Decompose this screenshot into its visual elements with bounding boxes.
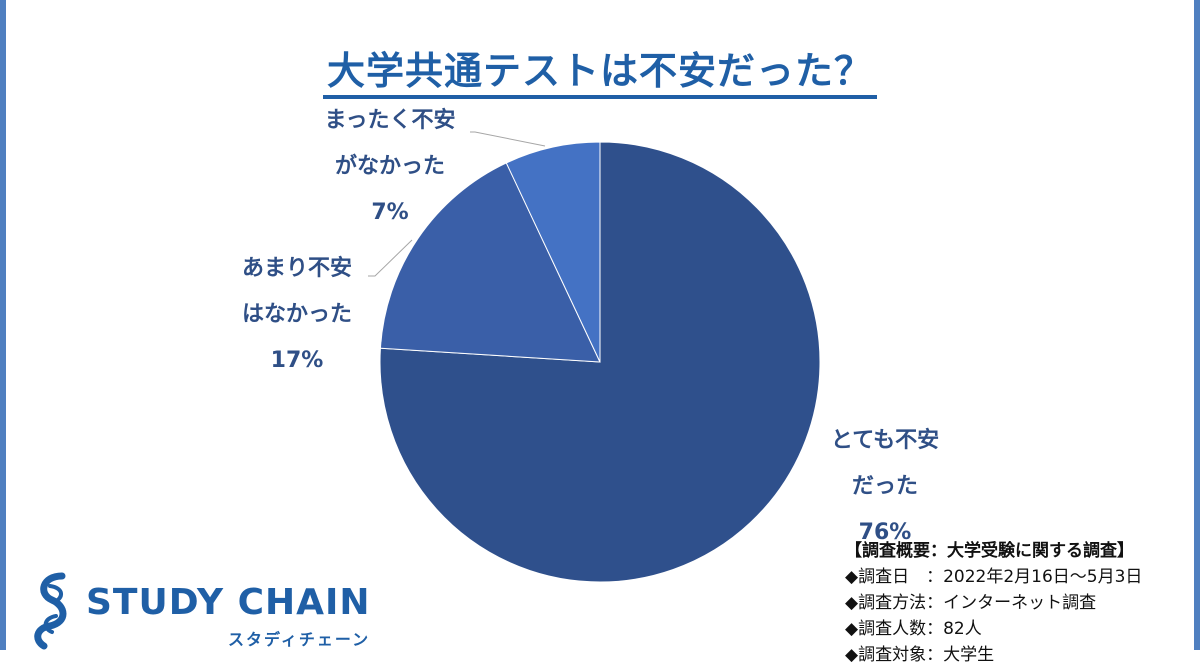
chart-title: 大学共通テストは不安だった？	[322, 49, 877, 99]
slice-label-line1: まったく不安	[324, 108, 456, 133]
pie-chart	[368, 131, 821, 583]
slice-label-percent: 76%	[858, 520, 912, 545]
slice-label-line1: あまり不安	[241, 256, 352, 281]
slice-label-line2: だった	[851, 474, 918, 499]
chart-title-wrap: 大学共通テストは不安だった？	[0, 40, 1200, 99]
logo-subtitle: スタディチェーン	[228, 630, 371, 649]
leader-line-mattaku	[470, 131, 546, 147]
slice-label-mattaku: まったく不安 がなかった 7%	[300, 98, 480, 236]
logo-name: STUDY CHAIN	[86, 582, 371, 623]
pie-slice-mattaku	[505, 141, 601, 363]
slice-label-totemo: とても不安 だった 76%	[810, 418, 960, 556]
survey-heading: 【調査概要：大学受験に関する調査】	[845, 541, 1134, 561]
study-chain-logo: STUDY CHAIN スタディチェーン	[28, 570, 388, 650]
pie-slice-amari	[379, 162, 601, 363]
chain-logo-icon	[34, 572, 67, 650]
slice-label-percent: 7%	[371, 200, 409, 225]
survey-line: ◆調査方法：インターネット調査	[845, 593, 1097, 613]
survey-summary: 【調査概要：大学受験に関する調査】 ◆調査日 ：2022年2月16日～5月3日 …	[845, 538, 1142, 668]
slice-label-percent: 17%	[270, 348, 324, 373]
survey-line: ◆調査日 ：2022年2月16日～5月3日	[845, 567, 1143, 587]
leader-line-amari	[368, 239, 413, 277]
slice-label-line2: がなかった	[334, 154, 445, 179]
slice-label-amari: あまり不安 はなかった 17%	[222, 246, 372, 384]
slice-label-line1: とても不安	[830, 428, 940, 453]
survey-line: ◆調査人数：82人	[845, 619, 982, 639]
survey-line: ◆調査対象：大学生	[845, 645, 995, 665]
slide-frame	[0, 0, 1200, 650]
slice-label-line2: はなかった	[241, 302, 352, 327]
